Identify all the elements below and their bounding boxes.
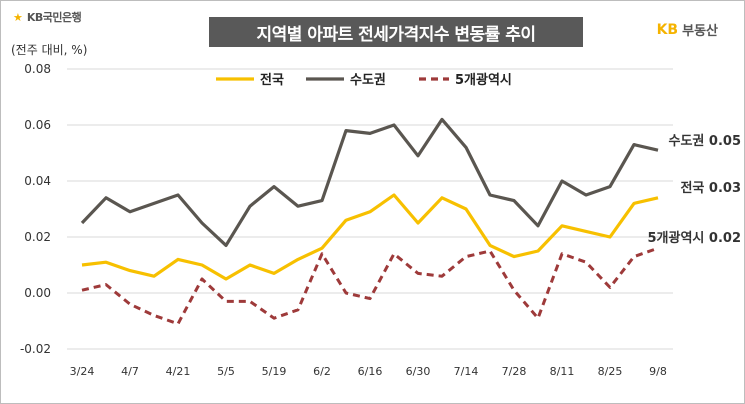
x-tick-label: 9/8 xyxy=(649,365,667,378)
kb-logo-text: 부동산 xyxy=(682,24,718,39)
series-line-5개광역시 xyxy=(81,246,659,326)
x-tick-label: 6/16 xyxy=(358,365,383,378)
series-end-label: 수도권 0.05 xyxy=(669,134,741,149)
x-tick-label: 5/5 xyxy=(217,365,235,378)
x-tick-label: 7/28 xyxy=(502,365,527,378)
kb-star-icon: ★ xyxy=(13,10,23,24)
legend-label: 수도권 xyxy=(350,73,386,88)
kb-realestate-logo: KB 부동산 xyxy=(656,20,718,40)
y-tick-label: -0.02 xyxy=(20,342,51,356)
kb-bank-logo-text: KB국민은행 xyxy=(26,11,82,24)
y-tick-label: 0.02 xyxy=(24,230,51,244)
x-tick-label: 7/14 xyxy=(454,365,479,378)
x-tick-label: 6/2 xyxy=(313,365,331,378)
y-tick-label: 0.06 xyxy=(24,118,51,132)
series-line-전국 xyxy=(81,193,659,281)
x-tick-label: 8/25 xyxy=(598,365,623,378)
x-tick-label: 4/7 xyxy=(121,365,139,378)
y-tick-label: 0.08 xyxy=(24,62,51,76)
series-end-label: 5개광역시 0.02 xyxy=(648,230,742,246)
x-tick-label: 4/21 xyxy=(166,365,191,378)
kb-logo-mark: KB xyxy=(656,21,679,38)
x-tick-label: 3/24 xyxy=(70,365,95,378)
y-tick-label: 0.00 xyxy=(24,286,51,300)
chart-title: 지역별 아파트 전세가격지수 변동률 추이 xyxy=(209,17,583,47)
legend-label: 전국 xyxy=(260,72,284,88)
x-tick-label: 8/11 xyxy=(550,365,575,378)
series-end-label: 전국 0.03 xyxy=(680,180,741,196)
kb-bank-logo: ★ KB국민은행 xyxy=(13,9,82,25)
series-line-수도권 xyxy=(80,117,659,247)
y-tick-label: 0.04 xyxy=(24,174,51,188)
x-tick-label: 5/19 xyxy=(262,365,287,378)
x-tick-label: 6/30 xyxy=(406,365,431,378)
legend-label: 5개광역시 xyxy=(455,72,512,88)
y-axis-unit-label: (전주 대비, %) xyxy=(11,43,88,57)
